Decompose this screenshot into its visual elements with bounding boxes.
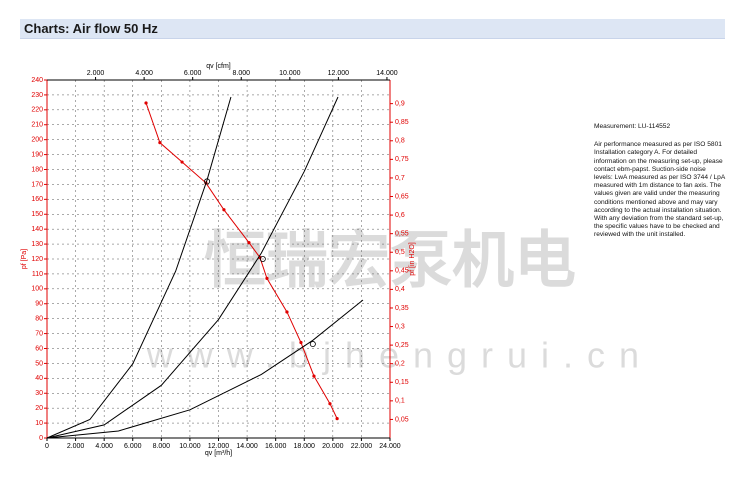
header-bar: Charts: Air flow 50 Hz <box>20 19 725 39</box>
y2-tick-label: 0,9 <box>395 100 405 107</box>
x2-tick-label: 6.000 <box>184 70 202 77</box>
point <box>335 417 339 421</box>
watermark-url: www.bjhengrui.cn <box>146 335 653 376</box>
y-tick-label: 10 <box>35 420 43 427</box>
y-tick-label: 130 <box>31 241 43 248</box>
operating-point <box>204 178 211 185</box>
point <box>285 310 289 314</box>
y-tick-label: 90 <box>35 301 43 308</box>
y2-tick-label: 0,25 <box>395 342 409 349</box>
y-tick-label: 20 <box>35 405 43 412</box>
y2-tick-label: 0,1 <box>395 398 405 405</box>
x-tick-label: 4.000 <box>95 443 113 450</box>
y2-tick-label: 0,05 <box>395 416 409 423</box>
y-tick-label: 100 <box>31 286 43 293</box>
operating-point <box>259 255 266 262</box>
y-tick-label: 180 <box>31 166 43 173</box>
y-tick-label: 120 <box>31 256 43 263</box>
y-tick-label: 200 <box>31 137 43 144</box>
curve <box>46 96 232 439</box>
x-tick-label: 16.000 <box>265 443 287 450</box>
y2-tick-label: 0,85 <box>395 119 409 126</box>
point <box>265 276 269 280</box>
y2-axis-label: pf [in H2O] <box>409 242 416 276</box>
x-tick-label: 6.000 <box>124 443 142 450</box>
x2-tick-label: 14.000 <box>376 70 398 77</box>
y2-tick-label: 0,5 <box>395 249 405 256</box>
x-tick-label: 10.000 <box>179 443 201 450</box>
measurement: Measurement: LU-114552 <box>594 123 671 130</box>
y-axis-label: pf [Pa] <box>21 249 28 269</box>
point <box>180 160 184 164</box>
x-axis-label: qv [m³/h] <box>205 450 232 457</box>
y-tick-label: 60 <box>35 345 43 352</box>
x-tick-label: 20.000 <box>322 443 344 450</box>
curve <box>46 299 364 439</box>
x-tick-label: 24.000 <box>379 443 401 450</box>
header-title: Charts: Air flow 50 Hz <box>24 21 158 36</box>
x2-tick-label: 2.000 <box>87 70 105 77</box>
operating-point <box>309 341 316 348</box>
y-tick-label: 210 <box>31 122 43 129</box>
y2-tick-label: 0,35 <box>395 305 409 312</box>
y2-tick-label: 0,2 <box>395 361 405 368</box>
x-tick-label: 18.000 <box>294 443 316 450</box>
x-tick-label: 8.000 <box>153 443 171 450</box>
y2-tick-label: 0,75 <box>395 156 409 163</box>
x2-tick-label: 10.000 <box>279 70 301 77</box>
y2-tick-label: 0,45 <box>395 268 409 275</box>
point <box>328 402 332 406</box>
y-tick-label: 170 <box>31 181 43 188</box>
y-tick-label: 160 <box>31 196 43 203</box>
x2-tick-label: 12.000 <box>328 70 350 77</box>
notes-text: Air performance measured as per ISO 5801… <box>594 141 725 239</box>
x-tick-label: 12.000 <box>208 443 230 450</box>
y-tick-label: 150 <box>31 211 43 218</box>
x2-tick-label: 4.000 <box>135 70 153 77</box>
x2-tick-label: 8.000 <box>232 70 250 77</box>
point <box>312 374 316 378</box>
y-tick-label: 230 <box>31 92 43 99</box>
y-tick-label: 0 <box>39 435 43 442</box>
point <box>299 340 303 345</box>
y-tick-label: 30 <box>35 390 43 397</box>
y-tick-label: 140 <box>31 226 43 233</box>
x2-axis-label: qv [cfm] <box>206 63 231 70</box>
y2-tick-label: 0,4 <box>395 286 405 293</box>
notes: Measurement: LU-114552 Air performance m… <box>594 123 726 250</box>
y-tick-label: 40 <box>35 375 43 382</box>
x-tick-label: 2.000 <box>67 443 85 450</box>
y2-tick-label: 0,6 <box>395 212 405 219</box>
point <box>144 101 148 105</box>
y2-tick-label: 0,3 <box>395 323 405 330</box>
y-tick-label: 80 <box>35 316 43 323</box>
point <box>247 240 251 245</box>
y2-tick-label: 0,8 <box>395 138 405 145</box>
x-tick-label: 22.000 <box>351 443 373 450</box>
point <box>222 208 226 212</box>
y-tick-label: 190 <box>31 151 43 158</box>
curve <box>46 96 339 439</box>
y2-tick-label: 0,65 <box>395 193 409 200</box>
y-tick-label: 70 <box>35 330 43 337</box>
x-tick-label: 0 <box>45 443 49 450</box>
y2-tick-label: 0,15 <box>395 379 409 386</box>
y-tick-label: 50 <box>35 360 43 367</box>
x-tick-label: 14.000 <box>236 443 258 450</box>
y-tick-label: 220 <box>31 107 43 114</box>
point <box>158 141 162 145</box>
y-tick-label: 110 <box>32 271 43 278</box>
y-tick-label: 240 <box>31 77 43 84</box>
y2-tick-label: 0,55 <box>395 231 409 238</box>
y2-tick-label: 0,7 <box>395 175 405 182</box>
